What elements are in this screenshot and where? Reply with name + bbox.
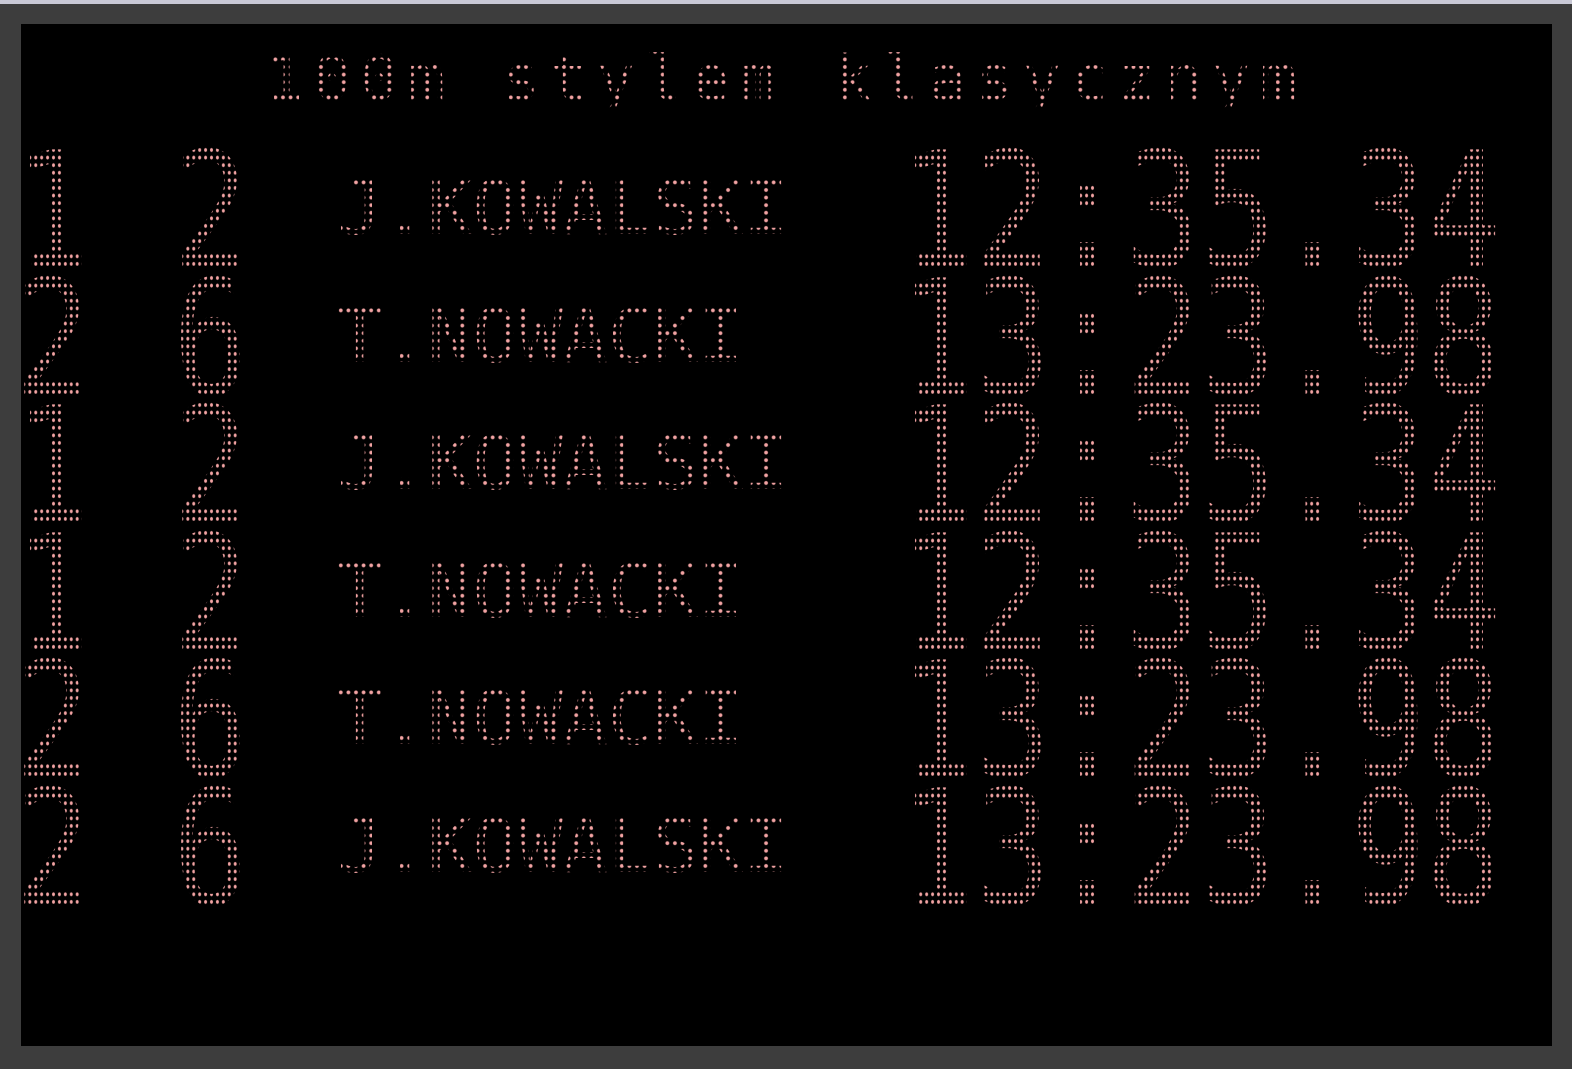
swimmer-name: J.KOWALSKI (337, 802, 789, 890)
lane: 6 (173, 627, 249, 814)
lane: 6 (173, 245, 249, 432)
swimmer-name: T.NOWACKI (337, 292, 744, 380)
result-row: 2 6 J.KOWALSKI 13:23.98 (21, 769, 1552, 929)
lane: 6 (173, 755, 249, 942)
lane: 2 (173, 500, 249, 687)
result-row: 2 6 T.NOWACKI 13:23.98 (21, 641, 1552, 801)
led-scoreboard: 100m stylem klasycznym 1 2 J.KOWALSKI 12… (21, 24, 1552, 1046)
lane: 2 (173, 117, 249, 304)
window-top-strip (0, 0, 1572, 4)
lane: 2 (173, 372, 249, 559)
event-title: 100m stylem klasycznym (21, 48, 1552, 110)
position: 1 (21, 131, 90, 291)
result-time: 12:35.34 (900, 500, 1502, 687)
position: 2 (21, 259, 90, 419)
swimmer-name: T.NOWACKI (337, 674, 744, 762)
swimmer-name: J.KOWALSKI (337, 419, 789, 507)
result-row: 1 2 J.KOWALSKI 12:35.34 (21, 131, 1552, 291)
swimmer-name: T.NOWACKI (337, 547, 744, 635)
result-row: 1 2 T.NOWACKI 12:35.34 (21, 514, 1552, 674)
result-time: 13:23.98 (900, 627, 1502, 814)
position: 2 (21, 769, 90, 929)
result-row: 2 6 T.NOWACKI 13:23.98 (21, 259, 1552, 419)
result-time: 13:23.98 (900, 755, 1502, 942)
position: 1 (21, 514, 90, 674)
result-time: 12:35.34 (900, 117, 1502, 304)
result-time: 12:35.34 (900, 372, 1502, 559)
position: 2 (21, 641, 90, 801)
position: 1 (21, 386, 90, 546)
swimmer-name: J.KOWALSKI (337, 164, 789, 252)
result-time: 13:23.98 (900, 245, 1502, 432)
result-row: 1 2 J.KOWALSKI 12:35.34 (21, 386, 1552, 546)
